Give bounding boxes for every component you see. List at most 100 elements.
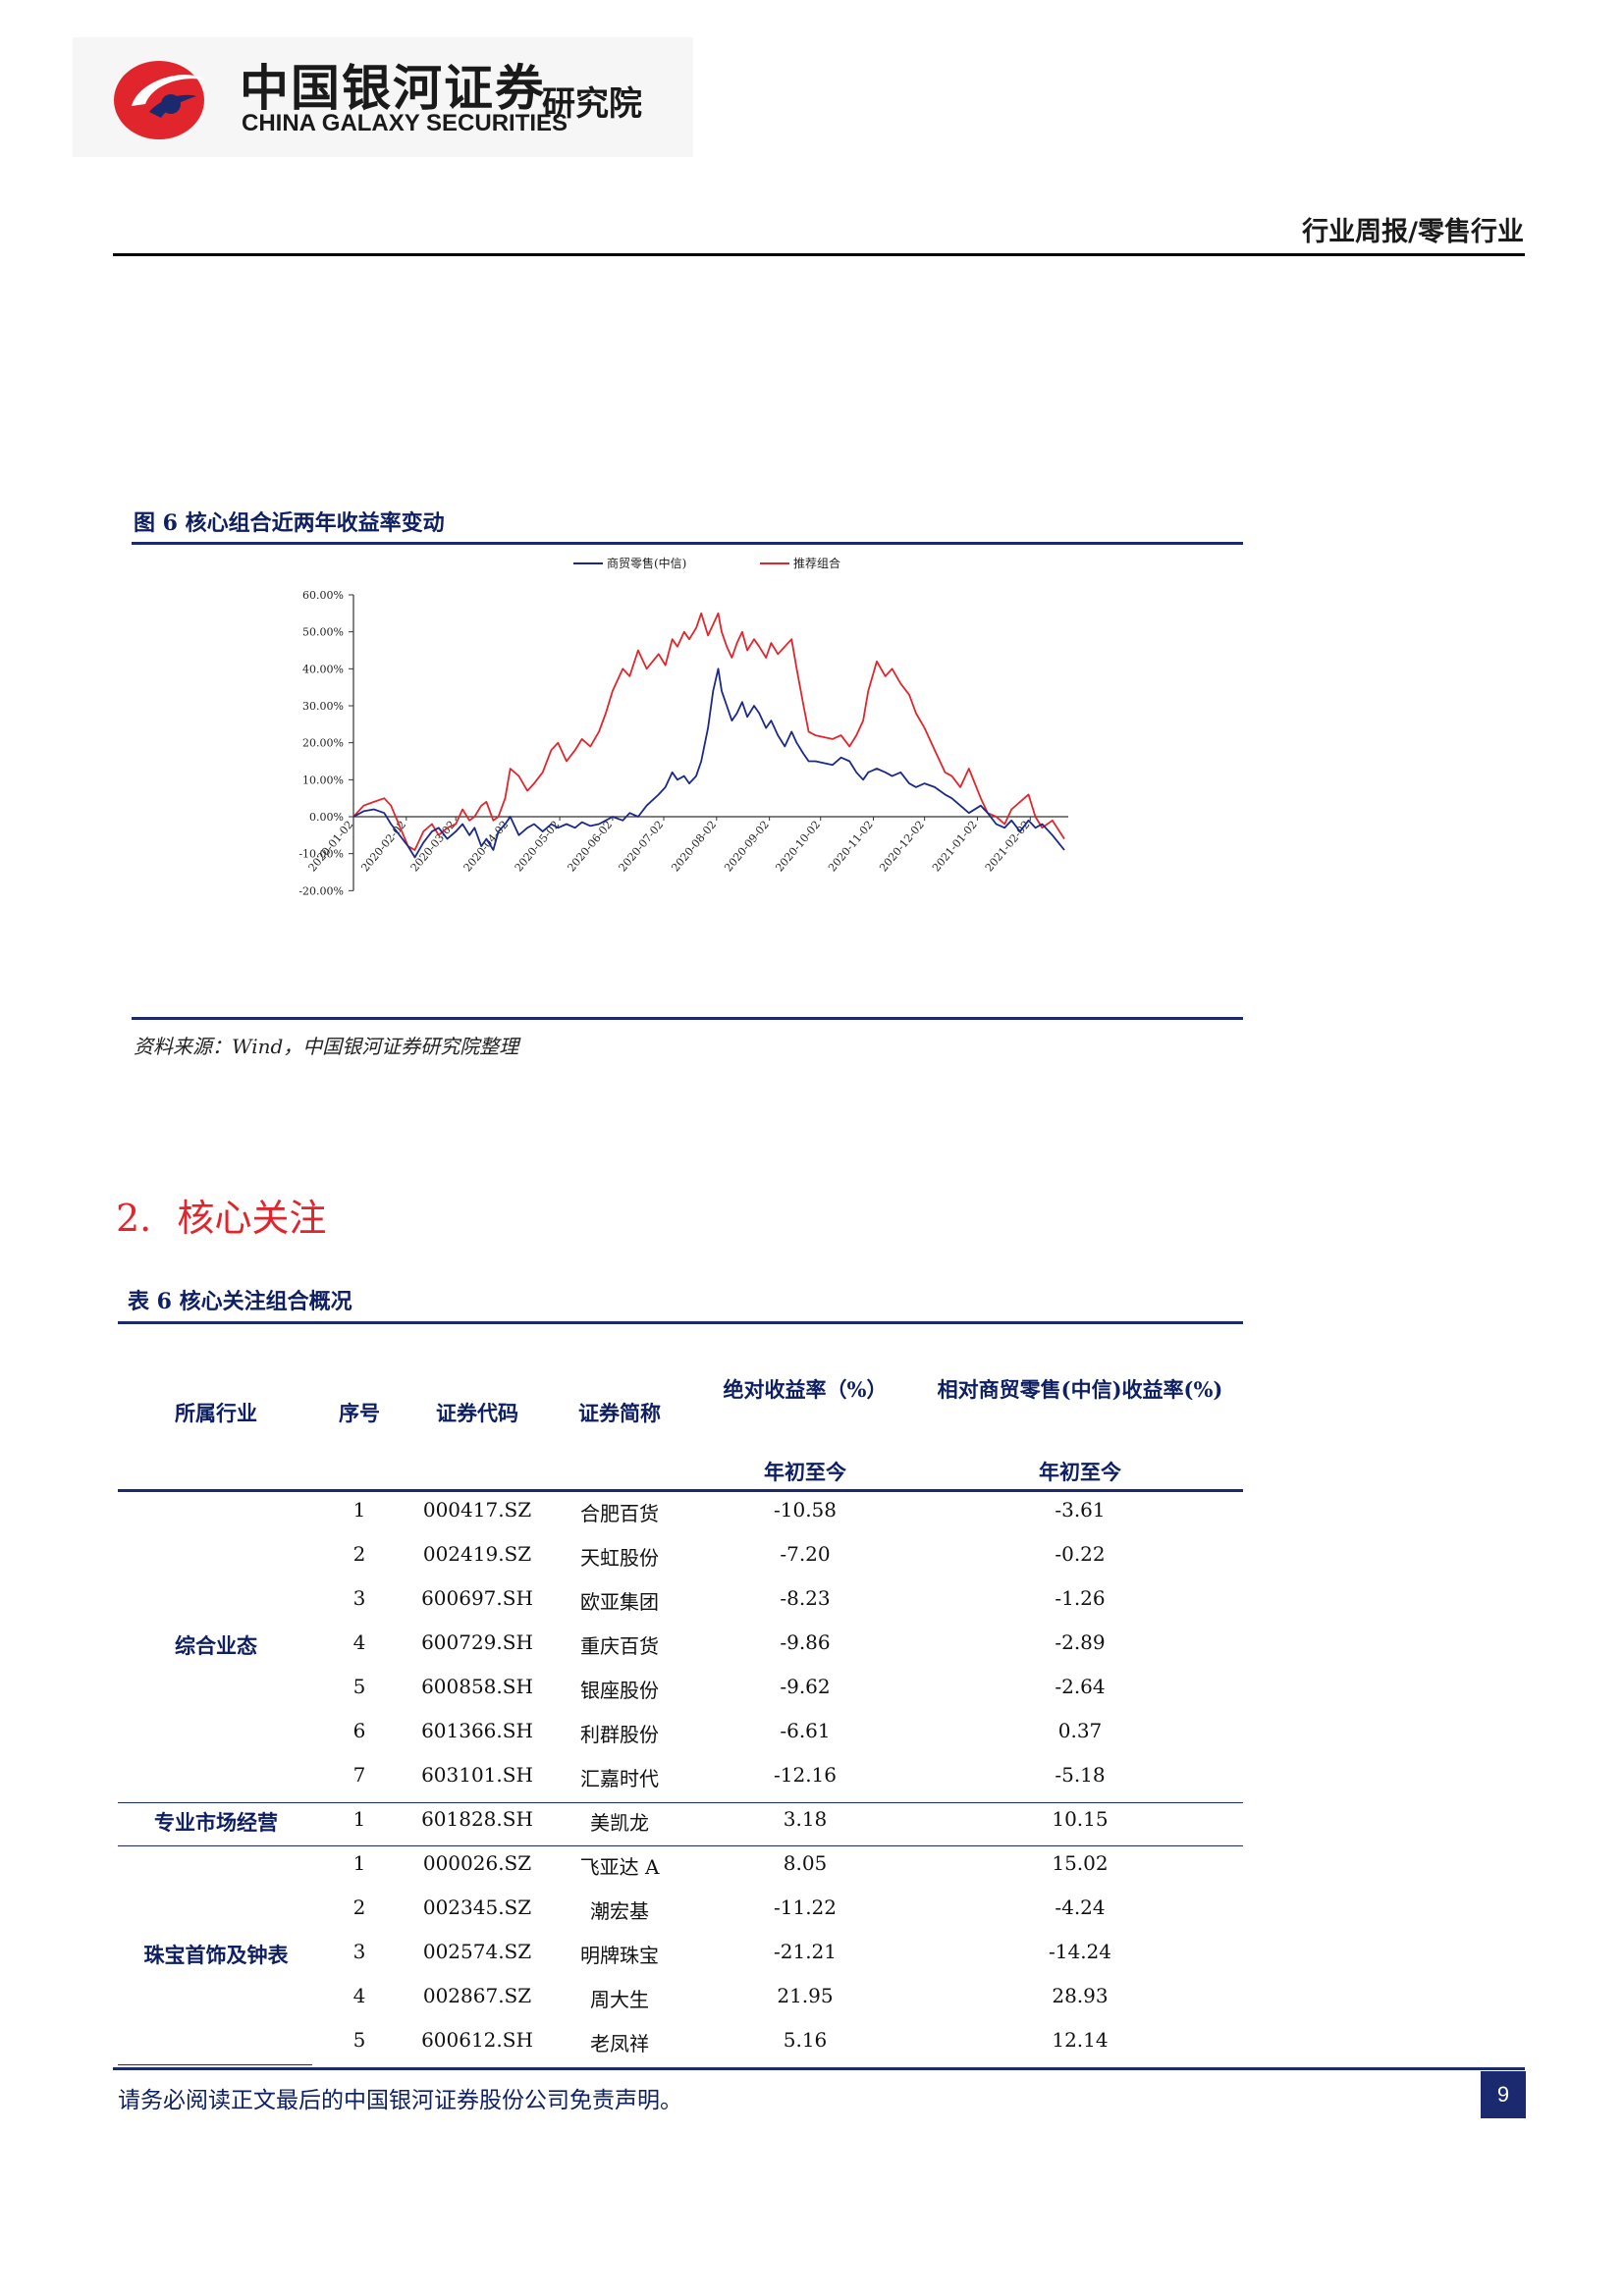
cell-rel-return: 28.93 bbox=[1052, 1984, 1109, 2007]
cell-code: 603101.SH bbox=[421, 1763, 533, 1787]
cell-name: 利群股份 bbox=[580, 1723, 659, 1746]
cell-abs-return: -8.23 bbox=[780, 1586, 831, 1610]
y-tick-label: 50.00% bbox=[302, 626, 344, 639]
x-tick-label: 2021-02-02 bbox=[983, 819, 1033, 875]
cell-abs-return: -11.22 bbox=[773, 1896, 837, 1919]
header-industry: 所属行业 bbox=[175, 1401, 257, 1425]
cell-seq: 2 bbox=[352, 1542, 366, 1566]
cell-code: 000026.SZ bbox=[422, 1851, 532, 1875]
cell-industry: 综合业态 bbox=[175, 1633, 257, 1658]
cell-rel-return: -14.24 bbox=[1048, 1940, 1111, 1963]
y-axis: 60.00% 50.00% 40.00% 30.00% 20.00% 10.00% 0.00… bbox=[298, 589, 354, 897]
header-abs-return: 绝对收益率（%） bbox=[723, 1377, 888, 1402]
header-ytd-rel: 年初至今 bbox=[1039, 1460, 1121, 1484]
table-bottom-rule bbox=[118, 2064, 312, 2065]
cell-rel-return: -5.18 bbox=[1055, 1763, 1106, 1787]
x-tick-label: 2020-07-02 bbox=[617, 819, 667, 875]
x-tick-label: 2020-12-02 bbox=[877, 819, 927, 875]
group-divider bbox=[118, 1845, 1243, 1846]
cell-name: 天虹股份 bbox=[580, 1546, 659, 1570]
cell-rel-return: -1.26 bbox=[1055, 1586, 1106, 1610]
cell-seq: 4 bbox=[352, 1630, 366, 1654]
cell-code: 002867.SZ bbox=[422, 1984, 532, 2007]
page-number: 9 bbox=[1481, 2071, 1526, 2118]
legend-label: 推荐组合 bbox=[793, 556, 840, 570]
cell-code: 000417.SZ bbox=[422, 1498, 532, 1522]
cell-seq: 7 bbox=[352, 1763, 366, 1787]
cell-abs-return: -10.58 bbox=[773, 1498, 837, 1522]
cell-abs-return: 21.95 bbox=[777, 1984, 834, 2007]
cell-code: 600697.SH bbox=[421, 1586, 533, 1610]
cell-abs-return: -9.86 bbox=[780, 1630, 831, 1654]
chart-legend: 商贸零售(中信) 推荐组合 bbox=[573, 556, 840, 570]
cell-abs-return: 3.18 bbox=[783, 1807, 828, 1831]
x-axis: 2020-01-02 2020-02-02 2020-03-02 2020-04-02… bbox=[306, 816, 1068, 875]
logo-english-name: CHINA GALAXY SECURITIES bbox=[242, 110, 568, 136]
cell-abs-return: -6.61 bbox=[780, 1719, 831, 1742]
header-seq: 序号 bbox=[339, 1401, 380, 1425]
cell-code: 600612.SH bbox=[421, 2028, 533, 2052]
logo-chinese-name: 中国银河证券 bbox=[240, 60, 546, 117]
y-tick-label: 20.00% bbox=[302, 737, 344, 750]
footer-rule bbox=[113, 2067, 1525, 2070]
cell-abs-return: 5.16 bbox=[783, 2028, 828, 2052]
cell-rel-return: -3.61 bbox=[1055, 1498, 1106, 1522]
section-number: 2. bbox=[116, 1197, 152, 1240]
returns-line-chart: 商贸零售(中信) 推荐组合 60.00% 50.00% 40.00% 30.00% 20.… bbox=[298, 556, 1068, 897]
cell-code: 601366.SH bbox=[421, 1719, 533, 1742]
group-divider bbox=[118, 1802, 1243, 1803]
cell-rel-return: -0.22 bbox=[1055, 1542, 1106, 1566]
cell-abs-return: -9.62 bbox=[780, 1675, 831, 1698]
cell-code: 002574.SZ bbox=[422, 1940, 532, 1963]
cell-code: 600729.SH bbox=[421, 1630, 533, 1654]
cell-rel-return: -4.24 bbox=[1055, 1896, 1106, 1919]
table-title: 表 6 核心关注组合概况 bbox=[128, 1289, 352, 1314]
y-tick-label: 0.00% bbox=[309, 811, 344, 824]
cell-name: 美凯龙 bbox=[590, 1811, 649, 1835]
cell-seq: 6 bbox=[352, 1719, 366, 1742]
cell-abs-return: 8.05 bbox=[783, 1851, 828, 1875]
cell-rel-return: 10.15 bbox=[1052, 1807, 1109, 1831]
header-rel-return: 相对商贸零售(中信)收益率(%) bbox=[937, 1377, 1223, 1402]
figure-top-rule bbox=[132, 542, 1243, 545]
x-tick-label: 2020-09-02 bbox=[722, 819, 772, 875]
cell-seq: 1 bbox=[352, 1498, 366, 1522]
cell-industry: 珠宝首饰及钟表 bbox=[143, 1943, 289, 1967]
figure-title: 图 6 核心组合近两年收益率变动 bbox=[134, 510, 445, 536]
legend-label: 商贸零售(中信) bbox=[607, 556, 686, 570]
header-ytd-abs: 年初至今 bbox=[764, 1460, 846, 1484]
cell-seq: 5 bbox=[352, 2028, 366, 2052]
y-tick-label: -20.00% bbox=[298, 884, 344, 897]
cell-name: 飞亚达 A bbox=[579, 1855, 660, 1879]
cell-seq: 5 bbox=[352, 1675, 366, 1698]
x-tick-label: 2021-01-02 bbox=[930, 819, 980, 875]
figure-bottom-rule bbox=[132, 1017, 1243, 1020]
galaxy-logo-icon bbox=[114, 61, 206, 139]
series-line bbox=[352, 667, 1065, 859]
cell-seq: 1 bbox=[352, 1807, 366, 1831]
cell-name: 周大生 bbox=[590, 1988, 649, 2011]
cell-name: 银座股份 bbox=[580, 1679, 659, 1702]
cell-seq: 1 bbox=[352, 1851, 366, 1875]
y-tick-label: 10.00% bbox=[302, 774, 344, 786]
cell-code: 600858.SH bbox=[421, 1675, 533, 1698]
section-title: 核心关注 bbox=[177, 1197, 327, 1240]
header-name: 证券简称 bbox=[578, 1401, 661, 1425]
x-tick-label: 2020-11-02 bbox=[826, 819, 876, 875]
cell-abs-return: -21.21 bbox=[773, 1940, 837, 1963]
header-divider bbox=[113, 253, 1525, 256]
cell-rel-return: -2.64 bbox=[1055, 1675, 1106, 1698]
x-tick-label: 2020-01-02 bbox=[306, 819, 356, 875]
cell-name: 欧亚集团 bbox=[580, 1590, 659, 1614]
x-tick-label: 2020-10-02 bbox=[773, 819, 823, 875]
cell-rel-return: 15.02 bbox=[1052, 1851, 1109, 1875]
table-top-rule bbox=[118, 1321, 1243, 1324]
x-tick-label: 2020-08-02 bbox=[669, 819, 719, 875]
report-type: 行业周报/零售行业 bbox=[1302, 217, 1524, 247]
table-header-rule bbox=[118, 1489, 1243, 1492]
cell-rel-return: -2.89 bbox=[1055, 1630, 1106, 1654]
section-heading: 2. 核心关注 bbox=[116, 1188, 326, 1242]
cell-seq: 3 bbox=[352, 1940, 366, 1963]
cell-name: 重庆百货 bbox=[580, 1634, 659, 1658]
cell-seq: 3 bbox=[352, 1586, 366, 1610]
